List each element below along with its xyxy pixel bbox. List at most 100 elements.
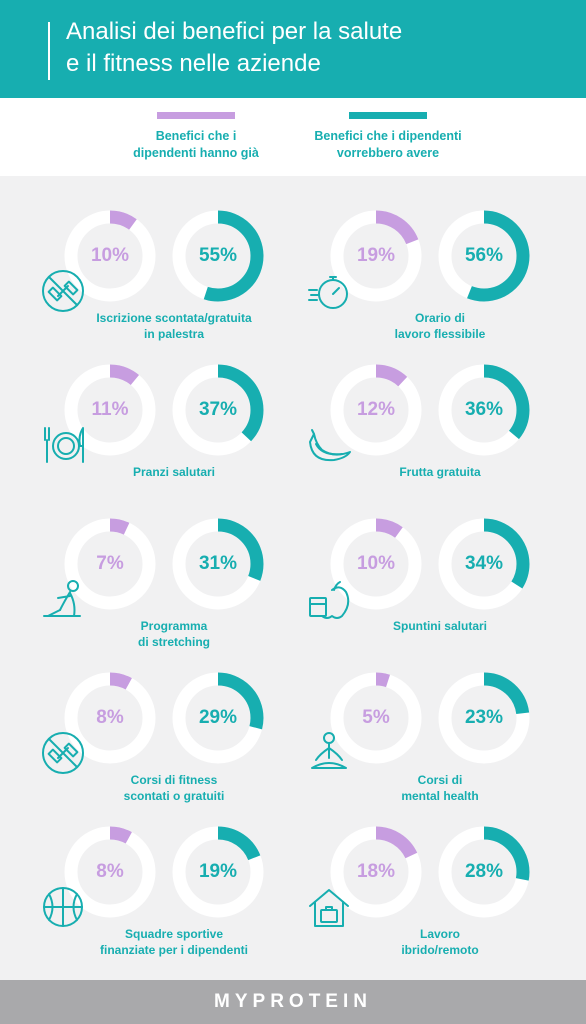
benefit-label-line-2: finanziate per i dipendenti [99,943,248,957]
want-donut: 23% [438,672,530,764]
benefit-card: 10% 55% Iscrizione scontata/gratuita in pal… [0,210,293,370]
legend-have-line-1: Benefici che i [155,129,237,143]
footer: MYPROTEIN [0,980,586,1024]
have-arc [330,364,422,456]
have-value-label: 8% [96,707,124,728]
have-arc [330,826,422,918]
want-ring [172,826,264,918]
house-briefcase-icon [306,884,352,930]
have-value-label: 8% [96,861,124,882]
title-accent-bar [48,22,50,80]
want-value-label: 37% [198,399,238,420]
have-arc [64,826,156,918]
want-ring [172,364,264,456]
legend-swatch-have [157,112,235,119]
benefit-card: 12% 36% Frutta gratuita [266,364,559,524]
benefit-label-line-1: Programma [140,619,208,633]
legend-swatch-want [349,112,427,119]
want-donut: 56% [438,210,530,302]
want-donut: 28% [438,826,530,918]
benefit-card: 7% 31% Programma di stretching [0,518,293,678]
have-ring [330,518,422,610]
have-value-label: 19% [356,245,396,266]
gym-dumbbell-icon [40,730,86,776]
want-donut: 37% [172,364,264,456]
want-value-label: 29% [198,707,238,728]
want-donut: 31% [172,518,264,610]
benefit-label: Iscrizione scontata/gratuita in palestra [84,310,264,342]
meditation-icon [306,730,352,776]
have-donut: 18% [330,826,422,918]
benefit-label-line-1: Corsi di [417,773,463,787]
want-value-label: 28% [464,861,504,882]
want-arc [438,518,530,610]
gym-dumbbell-icon [40,268,86,314]
donut-grid: 10% 55% Iscrizione scontata/gratuita in pal… [0,176,586,980]
have-donut: 5% [330,672,422,764]
have-arc [64,672,156,764]
legend-item-want: Benefici che i dipendenti vorrebbero ave… [300,112,476,162]
have-ring [64,672,156,764]
benefit-label-line-1: Pranzi salutari [132,465,216,479]
want-value-label: 56% [464,245,504,266]
want-ring [438,826,530,918]
stretching-person-icon [40,576,86,622]
benefit-label: Corsi di mental health [350,772,530,804]
benefit-label: Frutta gratuita [350,464,530,480]
benefit-card: 5% 23% Corsi di mental health [266,672,559,832]
benefit-label: Corsi di fitness scontati o gratuiti [84,772,264,804]
have-value-label: 12% [356,399,396,420]
have-ring [64,364,156,456]
want-arc [172,518,264,610]
want-ring [172,672,264,764]
have-value-label: 7% [96,553,124,574]
legend-want-line-2: vorrebbero avere [336,146,440,160]
benefit-card: 8% 19% Squadre sportive finanziate per i di… [0,826,293,986]
have-donut: 8% [64,826,156,918]
benefit-label-line-2: ibrido/remoto [401,943,479,957]
want-arc [438,210,530,302]
want-ring [438,672,530,764]
benefit-label: Spuntini salutari [350,618,530,634]
benefit-card: 18% 28% Lavoro ibrido/remoto [266,826,559,986]
brand-logo: MYPROTEIN [214,991,372,1012]
have-ring [330,826,422,918]
have-value-label: 10% [90,245,130,266]
header-banner: Analisi dei benefici per la salute e il … [0,0,586,98]
want-value-label: 34% [464,553,504,574]
have-arc [64,364,156,456]
want-arc [438,672,530,764]
have-donut: 19% [330,210,422,302]
have-donut: 8% [64,672,156,764]
want-value-label: 55% [198,245,238,266]
want-donut: 34% [438,518,530,610]
want-donut: 55% [172,210,264,302]
have-donut: 11% [64,364,156,456]
have-ring [330,364,422,456]
benefit-label-line-1: Iscrizione scontata/gratuita [96,311,252,325]
have-ring [64,210,156,302]
want-ring [438,364,530,456]
benefit-label: Pranzi salutari [84,464,264,480]
want-arc [172,210,264,302]
benefit-label-line-2: lavoro flessibile [394,327,486,341]
benefit-label-line-1: Orario di [414,311,465,325]
have-donut: 10% [330,518,422,610]
benefit-label: Orario di lavoro flessibile [350,310,530,342]
legend-item-have: Benefici che i dipendenti hanno già [112,112,280,162]
stopwatch-icon [306,268,352,314]
benefit-card: 11% 37% Pranzi salutari [0,364,293,524]
want-arc [172,826,264,918]
benefit-label-line-1: Spuntini salutari [392,619,487,633]
benefit-label-line-2: di stretching [137,635,210,649]
want-value-label: 19% [198,861,238,882]
want-ring [172,210,264,302]
plate-fork-knife-icon [40,422,86,468]
want-arc [172,672,264,764]
have-donut: 10% [64,210,156,302]
benefit-card: 8% 29% Corsi di fitness scontati o gratuiti [0,672,293,832]
benefit-label: Squadre sportive finanziate per i dipende… [84,926,264,958]
legend-want-line-1: Benefici che i dipendenti [314,129,462,143]
have-ring [64,826,156,918]
want-arc [438,826,530,918]
